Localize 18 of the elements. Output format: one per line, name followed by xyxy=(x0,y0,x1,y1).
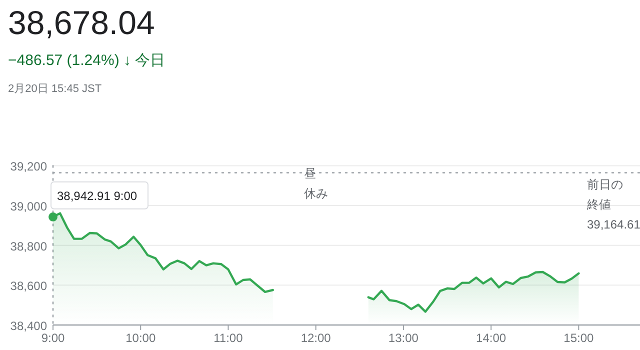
text: 2月20日 15:45 JST xyxy=(8,83,102,95)
y-tick-label: 38,400 xyxy=(10,319,48,333)
y-tick-label: 38,600 xyxy=(10,279,48,294)
x-tick-label: 15:00 xyxy=(564,331,594,345)
x-tick-label: 14:00 xyxy=(476,331,506,345)
annotation: 38,942.91 9:00 xyxy=(57,188,138,203)
ref-line-label: 前日の終値39,164.61 xyxy=(586,178,640,232)
x-tick-label: 11:00 xyxy=(214,331,244,345)
chart-title: 38,678.04 xyxy=(8,4,155,41)
y-tick-label: 39,200 xyxy=(10,160,48,174)
x-tick-label: 9:00 xyxy=(41,331,65,345)
x-tick-label: 13:00 xyxy=(388,331,419,345)
y-tick-label: 38,800 xyxy=(10,239,48,254)
x-tick-label: 10:00 xyxy=(126,331,156,345)
x-tick-label: 12:00 xyxy=(300,331,332,345)
annotation: 昼休み xyxy=(304,166,328,201)
chart-subtitle: −486.57 (1.24%) ↓ 今日 xyxy=(8,52,166,69)
y-tick-label: 39,000 xyxy=(10,200,48,214)
